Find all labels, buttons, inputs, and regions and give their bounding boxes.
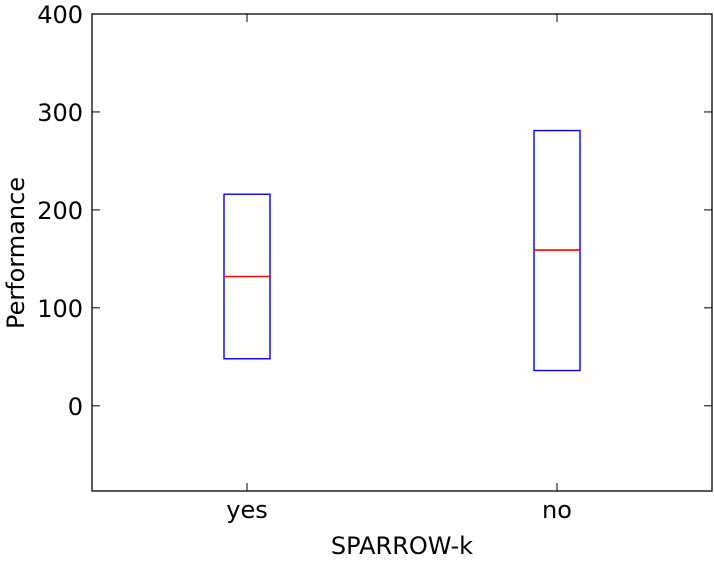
x-tick-label: yes (226, 496, 267, 524)
y-axis-label: Performance (2, 177, 30, 329)
y-tick-label: 0 (68, 393, 83, 421)
y-tick-label: 200 (37, 197, 83, 225)
y-tick-label: 100 (37, 295, 83, 323)
plot-area (92, 14, 712, 491)
y-tick-label: 400 (37, 1, 83, 29)
y-tick-label: 300 (37, 99, 83, 127)
x-axis-label: SPARROW-k (331, 532, 473, 560)
axes-frame (92, 14, 712, 491)
x-tick-label: no (542, 496, 572, 524)
